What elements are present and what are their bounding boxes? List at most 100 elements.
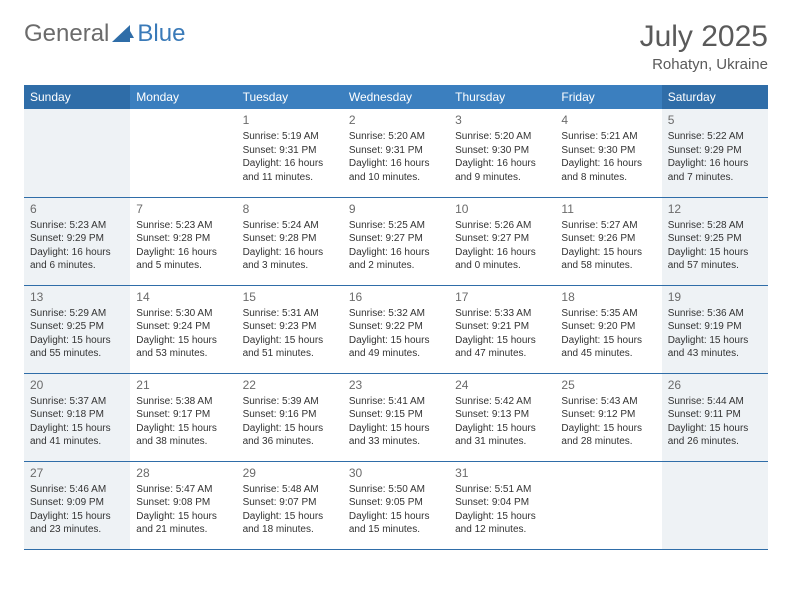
day-header-thursday: Thursday (449, 85, 555, 109)
empty-cell (555, 461, 661, 549)
day-details: Sunrise: 5:31 AMSunset: 9:23 PMDaylight:… (243, 307, 337, 361)
day-cell-14: 14Sunrise: 5:30 AMSunset: 9:24 PMDayligh… (130, 285, 236, 373)
empty-cell (130, 109, 236, 197)
day-cell-7: 7 Sunrise: 5:23 AMSunset: 9:28 PMDaylight… (130, 197, 236, 285)
day-cell-15: 15 Sunrise: 5:31 AMSunset: 9:23 PMDayligh… (237, 285, 343, 373)
day-number: 18 (561, 289, 655, 305)
day-cell-8: 8 Sunrise: 5:24 AMSunset: 9:28 PMDaylight… (237, 197, 343, 285)
day-details: Sunrise: 5:36 AMSunset: 9:19 PMDaylight:… (668, 307, 762, 361)
day-number: 26 (668, 377, 762, 393)
day-number: 5 (668, 112, 762, 128)
day-cell-13: 13 Sunrise: 5:29 AMSunset: 9:25 PMDayligh… (24, 285, 130, 373)
logo-text-general: General (24, 20, 109, 48)
month-title: July 2025 (640, 20, 768, 54)
logo-triangle-icon (112, 25, 134, 43)
day-number: 4 (561, 112, 655, 128)
day-number: 1 (243, 112, 337, 128)
day-cell-20: 20 Sunrise: 5:37 AMSunset: 9:18 PMDayligh… (24, 373, 130, 461)
day-number: 17 (455, 289, 549, 305)
day-cell-2: 2Sunrise: 5:20 AMSunset: 9:31 PMDaylight… (343, 109, 449, 197)
logo-text-blue: Blue (137, 20, 185, 48)
day-number: 31 (455, 465, 549, 481)
day-number: 15 (243, 289, 337, 305)
day-details: Sunrise: 5:19 AMSunset: 9:31 PMDaylight:… (243, 130, 337, 184)
day-details: Sunrise: 5:39 AMSunset: 9:16 PMDaylight:… (243, 395, 337, 449)
calendar-week-row: 1 Sunrise: 5:19 AMSunset: 9:31 PMDaylight… (24, 109, 768, 197)
day-number: 25 (561, 377, 655, 393)
day-header-friday: Friday (555, 85, 661, 109)
calendar-week-row: 6Sunrise: 5:23 AMSunset: 9:29 PMDaylight… (24, 197, 768, 285)
day-number: 11 (561, 201, 655, 217)
calendar-week-row: 20 Sunrise: 5:37 AMSunset: 9:18 PMDayligh… (24, 373, 768, 461)
day-details: Sunrise: 5:42 AMSunset: 9:13 PMDaylight:… (455, 395, 549, 449)
day-number: 10 (455, 201, 549, 217)
day-details: Sunrise: 5:30 AMSunset: 9:24 PMDaylight:… (136, 307, 230, 361)
day-header-tuesday: Tuesday (237, 85, 343, 109)
day-details: Sunrise: 5:44 AMSunset: 9:11 PMDaylight:… (668, 395, 762, 449)
day-cell-4: 4 Sunrise: 5:21 AMSunset: 9:30 PMDaylight… (555, 109, 661, 197)
day-cell-16: 16Sunrise: 5:32 AMSunset: 9:22 PMDayligh… (343, 285, 449, 373)
header: General Blue July 2025 Rohatyn, Ukraine (24, 20, 768, 73)
day-number: 20 (30, 377, 124, 393)
empty-cell (662, 461, 768, 549)
day-details: Sunrise: 5:26 AMSunset: 9:27 PMDaylight:… (455, 219, 549, 273)
day-details: Sunrise: 5:29 AMSunset: 9:25 PMDaylight:… (30, 307, 124, 361)
day-number: 22 (243, 377, 337, 393)
logo: General Blue (24, 20, 185, 48)
day-number: 24 (455, 377, 549, 393)
day-cell-30: 30 Sunrise: 5:50 AMSunset: 9:05 PMDayligh… (343, 461, 449, 549)
day-number: 3 (455, 112, 549, 128)
day-details: Sunrise: 5:38 AMSunset: 9:17 PMDaylight:… (136, 395, 230, 449)
day-details: Sunrise: 5:24 AMSunset: 9:28 PMDaylight:… (243, 219, 337, 273)
day-cell-6: 6Sunrise: 5:23 AMSunset: 9:29 PMDaylight… (24, 197, 130, 285)
day-details: Sunrise: 5:27 AMSunset: 9:26 PMDaylight:… (561, 219, 655, 273)
day-number: 8 (243, 201, 337, 217)
day-cell-28: 28 Sunrise: 5:47 AMSunset: 9:08 PMDayligh… (130, 461, 236, 549)
day-details: Sunrise: 5:47 AMSunset: 9:08 PMDaylight:… (136, 483, 230, 537)
day-header-row: SundayMondayTuesdayWednesdayThursdayFrid… (24, 85, 768, 109)
day-number: 23 (349, 377, 443, 393)
day-cell-29: 29Sunrise: 5:48 AMSunset: 9:07 PMDayligh… (237, 461, 343, 549)
calendar-table: SundayMondayTuesdayWednesdayThursdayFrid… (24, 85, 768, 550)
day-details: Sunrise: 5:22 AMSunset: 9:29 PMDaylight:… (668, 130, 762, 184)
day-cell-5: 5 Sunrise: 5:22 AMSunset: 9:29 PMDaylight… (662, 109, 768, 197)
day-cell-3: 3Sunrise: 5:20 AMSunset: 9:30 PMDaylight… (449, 109, 555, 197)
day-header-wednesday: Wednesday (343, 85, 449, 109)
day-details: Sunrise: 5:51 AMSunset: 9:04 PMDaylight:… (455, 483, 549, 537)
day-details: Sunrise: 5:33 AMSunset: 9:21 PMDaylight:… (455, 307, 549, 361)
day-number: 19 (668, 289, 762, 305)
day-details: Sunrise: 5:43 AMSunset: 9:12 PMDaylight:… (561, 395, 655, 449)
day-cell-11: 11 Sunrise: 5:27 AMSunset: 9:26 PMDayligh… (555, 197, 661, 285)
empty-cell (24, 109, 130, 197)
day-details: Sunrise: 5:35 AMSunset: 9:20 PMDaylight:… (561, 307, 655, 361)
day-cell-18: 18 Sunrise: 5:35 AMSunset: 9:20 PMDayligh… (555, 285, 661, 373)
day-cell-23: 23 Sunrise: 5:41 AMSunset: 9:15 PMDayligh… (343, 373, 449, 461)
day-details: Sunrise: 5:32 AMSunset: 9:22 PMDaylight:… (349, 307, 443, 361)
day-cell-22: 22 Sunrise: 5:39 AMSunset: 9:16 PMDayligh… (237, 373, 343, 461)
day-details: Sunrise: 5:21 AMSunset: 9:30 PMDaylight:… (561, 130, 655, 184)
day-number: 27 (30, 465, 124, 481)
day-details: Sunrise: 5:28 AMSunset: 9:25 PMDaylight:… (668, 219, 762, 273)
day-cell-9: 9Sunrise: 5:25 AMSunset: 9:27 PMDaylight… (343, 197, 449, 285)
day-details: Sunrise: 5:37 AMSunset: 9:18 PMDaylight:… (30, 395, 124, 449)
day-number: 13 (30, 289, 124, 305)
day-cell-31: 31 Sunrise: 5:51 AMSunset: 9:04 PMDayligh… (449, 461, 555, 549)
day-cell-17: 17 Sunrise: 5:33 AMSunset: 9:21 PMDayligh… (449, 285, 555, 373)
day-number: 2 (349, 112, 443, 128)
day-number: 9 (349, 201, 443, 217)
day-details: Sunrise: 5:23 AMSunset: 9:28 PMDaylight:… (136, 219, 230, 273)
day-cell-25: 25 Sunrise: 5:43 AMSunset: 9:12 PMDayligh… (555, 373, 661, 461)
day-number: 12 (668, 201, 762, 217)
day-number: 7 (136, 201, 230, 217)
calendar-body: 1 Sunrise: 5:19 AMSunset: 9:31 PMDaylight… (24, 109, 768, 549)
day-header-saturday: Saturday (662, 85, 768, 109)
day-header-sunday: Sunday (24, 85, 130, 109)
day-number: 29 (243, 465, 337, 481)
calendar-week-row: 27Sunrise: 5:46 AMSunset: 9:09 PMDayligh… (24, 461, 768, 549)
day-number: 30 (349, 465, 443, 481)
day-number: 28 (136, 465, 230, 481)
day-cell-19: 19 Sunrise: 5:36 AMSunset: 9:19 PMDayligh… (662, 285, 768, 373)
day-cell-12: 12 Sunrise: 5:28 AMSunset: 9:25 PMDayligh… (662, 197, 768, 285)
day-details: Sunrise: 5:50 AMSunset: 9:05 PMDaylight:… (349, 483, 443, 537)
day-details: Sunrise: 5:41 AMSunset: 9:15 PMDaylight:… (349, 395, 443, 449)
